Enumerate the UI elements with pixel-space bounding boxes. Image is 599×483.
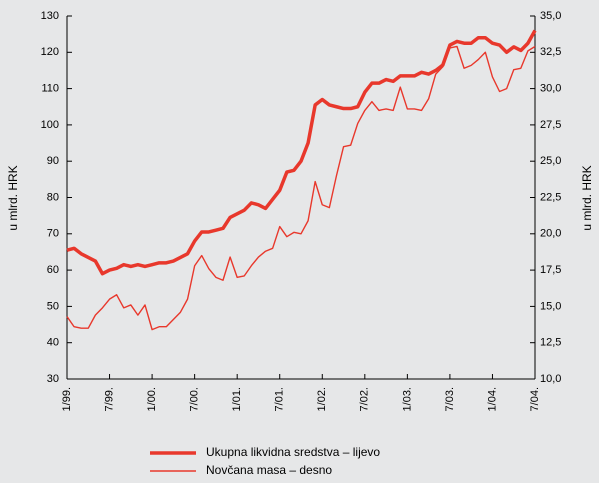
- y-tick-label: 80: [47, 191, 59, 203]
- y-tick-label: 60: [47, 264, 59, 276]
- x-tick-label: 1/00.: [146, 387, 158, 411]
- legend-label: Novčana masa – desno: [206, 463, 332, 477]
- y2-tick-label: 20,0: [540, 228, 561, 240]
- series-line: [66, 29, 537, 276]
- y2-tick-label: 17,5: [540, 264, 561, 276]
- x-tick-label: 1/99.: [61, 387, 73, 411]
- x-tick-label: 7/01.: [274, 387, 286, 411]
- y2-tick-label: 22,5: [540, 191, 561, 203]
- x-tick-label: 7/02.: [359, 387, 371, 411]
- y2-tick-label: 12,5: [540, 337, 561, 349]
- y2-tick-label: 27,5: [540, 119, 561, 131]
- y2-tick-label: 32,5: [540, 46, 561, 58]
- y-tick-label: 120: [41, 46, 59, 58]
- y2-tick-label: 30,0: [540, 83, 561, 95]
- x-tick-label: 1/04.: [486, 387, 498, 411]
- y2-axis-label: u mlrd. HRK: [580, 165, 594, 230]
- y-tick-label: 90: [47, 155, 59, 167]
- y-tick-label: 130: [41, 10, 59, 22]
- y-axis-label: u mlrd. HRK: [6, 165, 20, 230]
- x-tick-label: 1/03.: [401, 387, 413, 411]
- x-tick-label: 7/04.: [529, 387, 541, 411]
- y-tick-label: 100: [41, 119, 59, 131]
- series-line: [66, 45, 536, 331]
- legend-label: Ukupna likvidna sredstva – lijevo: [206, 445, 380, 459]
- x-tick-label: 7/99.: [103, 387, 115, 411]
- y2-tick-label: 15,0: [540, 300, 561, 312]
- y-tick-label: 110: [41, 83, 59, 95]
- x-tick-label: 1/01.: [231, 387, 243, 411]
- y-tick-label: 40: [47, 337, 59, 349]
- x-tick-label: 7/03.: [444, 387, 456, 411]
- y-tick-label: 30: [47, 373, 59, 385]
- x-tick-label: 7/00.: [189, 387, 201, 411]
- y-tick-label: 50: [47, 300, 59, 312]
- y2-tick-label: 10,0: [540, 373, 561, 385]
- y2-tick-label: 35,0: [540, 10, 561, 22]
- y-tick-label: 70: [47, 228, 59, 240]
- x-tick-label: 1/02.: [316, 387, 328, 411]
- y2-tick-label: 25,0: [540, 155, 561, 167]
